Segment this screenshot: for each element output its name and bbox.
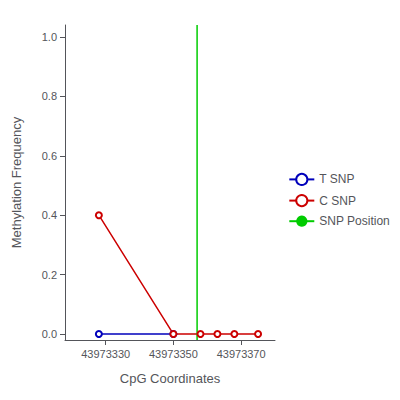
svg-text:0.2: 0.2 (42, 269, 57, 281)
svg-text:Methylation Frequency: Methylation Frequency (9, 116, 24, 248)
svg-text:C SNP: C SNP (319, 194, 356, 208)
svg-text:43973350: 43973350 (149, 348, 198, 360)
svg-text:0.8: 0.8 (42, 90, 57, 102)
svg-text:43973370: 43973370 (217, 348, 266, 360)
svg-text:0.4: 0.4 (42, 209, 57, 221)
svg-text:T SNP: T SNP (319, 172, 354, 186)
svg-text:43973330: 43973330 (81, 348, 130, 360)
svg-text:SNP Position: SNP Position (319, 214, 389, 228)
svg-text:0.0: 0.0 (42, 328, 57, 340)
svg-text:1.0: 1.0 (42, 31, 57, 43)
svg-text:0.6: 0.6 (42, 150, 57, 162)
svg-text:CpG Coordinates: CpG Coordinates (120, 371, 221, 386)
